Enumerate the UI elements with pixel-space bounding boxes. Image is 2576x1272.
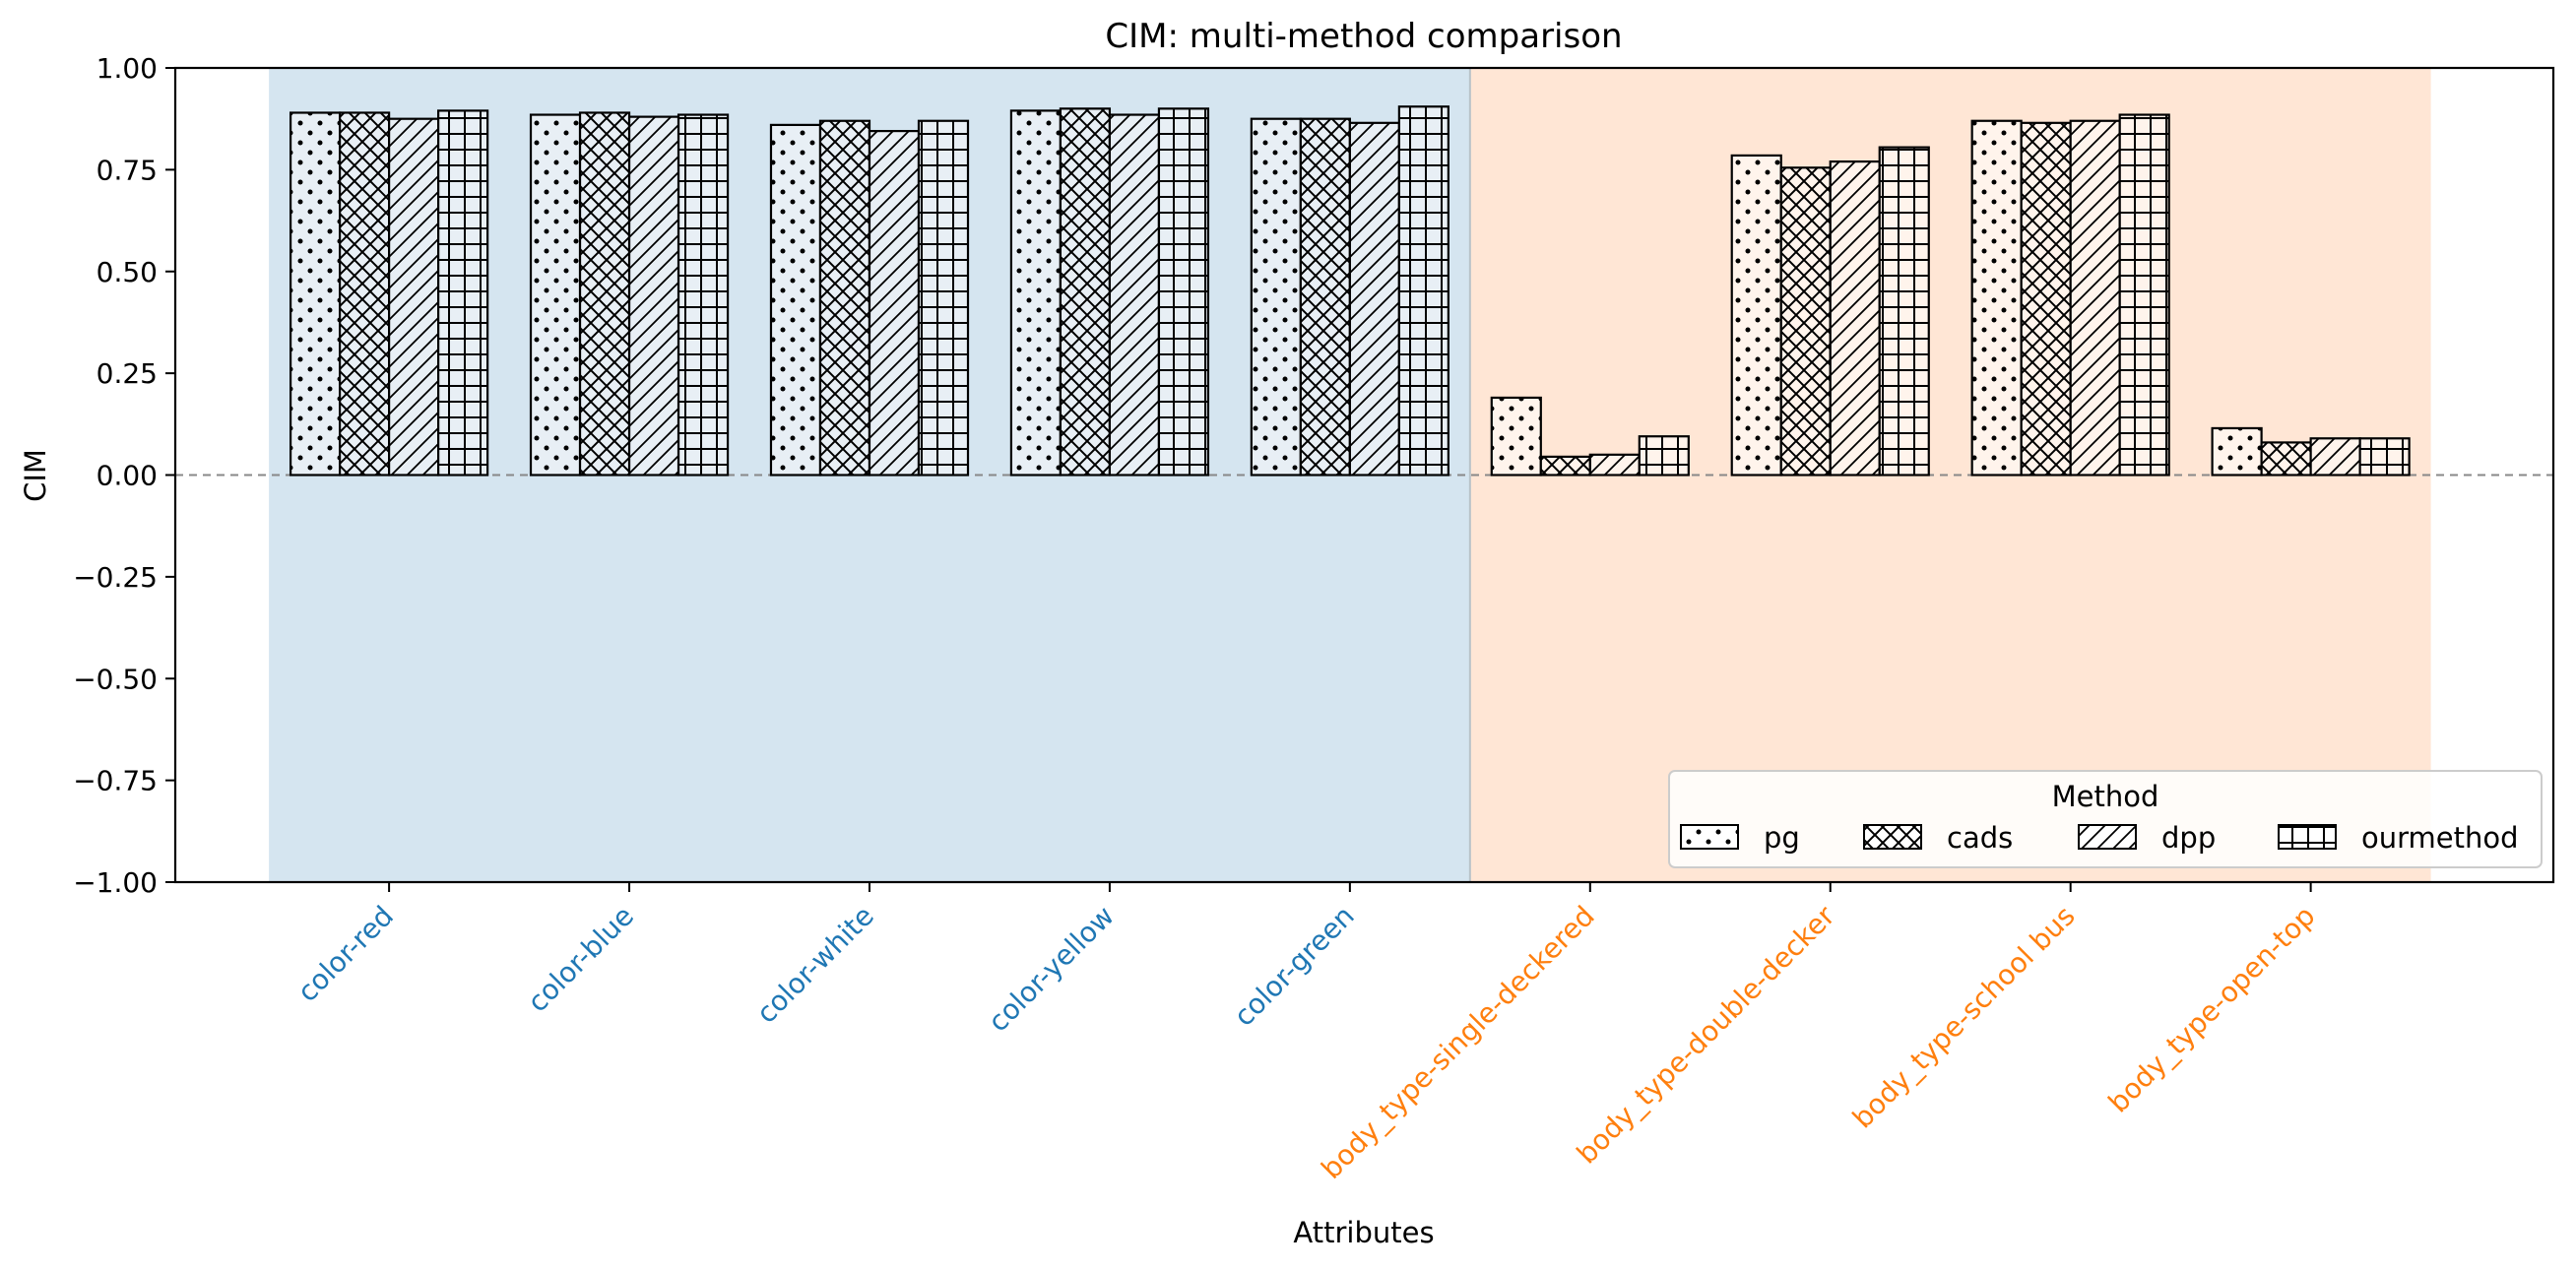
- y-tick-label: 0.00: [97, 460, 158, 492]
- bar-cads-body_type-double-decker: [1779, 166, 1832, 477]
- x-tick-label: color-yellow: [982, 900, 1121, 1039]
- y-tick-label: −0.25: [73, 561, 158, 594]
- bar-ourmethod-color-green: [1397, 105, 1449, 477]
- y-tick-label: 0.75: [97, 154, 158, 186]
- bar-dpp-color-yellow: [1108, 113, 1161, 477]
- bar-cads-body_type-school-bus: [2020, 121, 2072, 477]
- bar-pg-color-blue: [529, 113, 582, 477]
- x-tick-label: color-red: [291, 900, 400, 1008]
- bar-ourmethod-body_type-open-top: [2358, 437, 2411, 477]
- x-tick-label: color-blue: [521, 900, 640, 1019]
- bar-cads-color-white: [818, 119, 871, 477]
- chart-title: CIM: multi-method comparison: [1105, 17, 1622, 56]
- y-axis-title: CIM: [19, 449, 52, 502]
- bar-cads-color-red: [338, 111, 391, 477]
- legend-swatch-cads: [1863, 824, 1922, 850]
- bar-ourmethod-body_type-single-deckered: [1638, 435, 1690, 477]
- y-tick-label: 0.25: [97, 357, 158, 390]
- bar-dpp-body_type-open-top: [2309, 437, 2361, 477]
- bar-cads-color-blue: [578, 111, 631, 477]
- bar-ourmethod-body_type-double-decker: [1878, 146, 1930, 477]
- bar-pg-color-white: [769, 123, 822, 477]
- bar-dpp-color-white: [868, 129, 921, 477]
- legend-label-dpp: dpp: [2161, 821, 2216, 855]
- legend-title: Method: [2052, 780, 2159, 813]
- bar-pg-color-green: [1250, 117, 1302, 477]
- y-tick-label: −0.50: [73, 663, 158, 695]
- bar-dpp-color-blue: [627, 115, 680, 477]
- bar-dpp-body_type-double-decker: [1829, 160, 1881, 477]
- x-tick-label: color-green: [1228, 900, 1361, 1033]
- bar-cads-body_type-open-top: [2260, 441, 2312, 477]
- x-tick-label: color-white: [750, 900, 880, 1030]
- y-tick-label: 0.50: [97, 256, 158, 288]
- x-tick-label: body_type-double-decker: [1571, 899, 1841, 1170]
- bar-dpp-body_type-school-bus: [2069, 119, 2121, 477]
- legend-swatch-ourmethod: [2278, 824, 2337, 850]
- x-tick-label: body_type-single-deckered: [1315, 900, 1600, 1185]
- bar-ourmethod-color-white: [917, 119, 970, 477]
- bar-cads-color-green: [1299, 117, 1351, 477]
- bar-pg-body_type-open-top: [2211, 426, 2263, 477]
- bars-layer: [289, 105, 2411, 477]
- bar-pg-body_type-single-deckered: [1490, 396, 1542, 477]
- legend-swatch-dpp: [2078, 824, 2137, 850]
- bar-dpp-color-red: [388, 117, 440, 477]
- bar-cads-body_type-single-deckered: [1539, 455, 1591, 477]
- legend-label-cads: cads: [1947, 821, 2013, 855]
- bar-pg-color-red: [289, 111, 342, 477]
- legend-items: pg cads dpp ourmethod: [1680, 821, 2519, 855]
- bar-ourmethod-body_type-school-bus: [2118, 113, 2170, 477]
- bar-dpp-color-green: [1348, 121, 1400, 477]
- legend-label-ourmethod: ourmethod: [2361, 821, 2519, 855]
- y-tick-label: −0.75: [73, 765, 158, 797]
- y-tick-label: −1.00: [73, 866, 158, 899]
- bar-dpp-body_type-single-deckered: [1588, 453, 1641, 477]
- x-tick-label: body_type-school bus: [1846, 900, 2082, 1135]
- bar-pg-body_type-school-bus: [1970, 119, 2023, 477]
- legend-swatch-pg: [1680, 824, 1739, 850]
- x-axis-title: Attributes: [1293, 1216, 1434, 1249]
- x-tick-label: body_type-open-top: [2102, 900, 2322, 1119]
- bar-pg-color-yellow: [1009, 109, 1063, 477]
- bar-ourmethod-color-yellow: [1157, 107, 1210, 477]
- legend: Method pg cads dpp ourmethod: [1668, 770, 2543, 868]
- bar-ourmethod-color-blue: [676, 113, 730, 477]
- bar-cads-color-yellow: [1059, 107, 1112, 477]
- legend-label-pg: pg: [1764, 821, 1800, 855]
- y-tick-label: 1.00: [97, 52, 158, 85]
- bar-ourmethod-color-red: [437, 109, 489, 477]
- bar-pg-body_type-double-decker: [1730, 154, 1782, 477]
